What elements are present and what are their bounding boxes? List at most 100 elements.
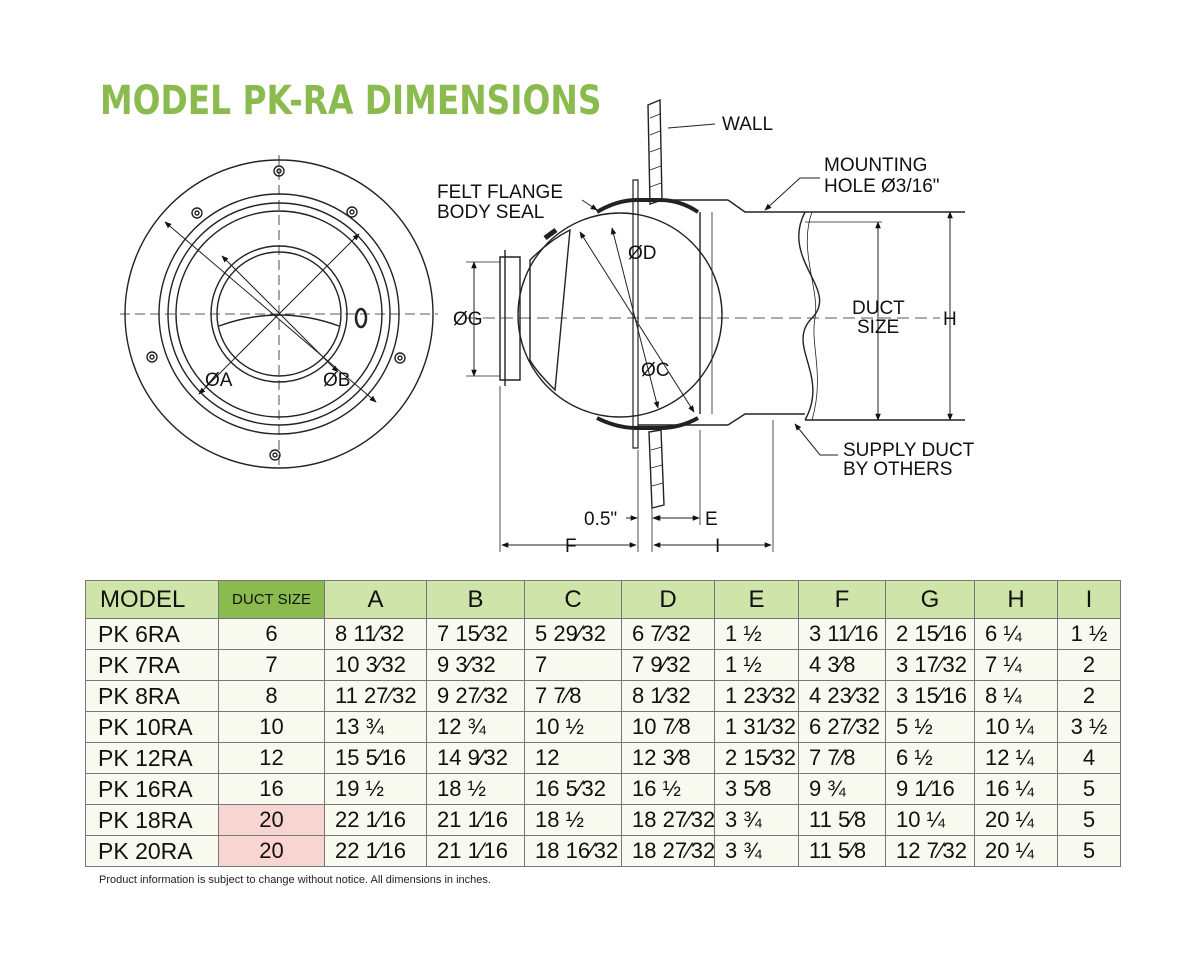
supply-duct-label-2: BY OTHERS — [843, 459, 952, 480]
duct-size-cell: 6 — [218, 618, 325, 650]
dimension-cell: 11 5⁄8 — [798, 835, 886, 867]
wall-label: WALL — [722, 114, 773, 135]
table-row: PK 20RA 20 22 1⁄16 21 1⁄16 18 16⁄32 18 27⁄32 3… — [85, 835, 1121, 867]
dimension-cell: 1 ½ — [714, 618, 799, 650]
front-view — [120, 155, 438, 470]
dimension-cell: 14 9⁄32 — [426, 742, 525, 774]
table-row: PK 10RA 10 13 ¾ 12 ¾ 10 ½ 10 7⁄8 1 31⁄32 6 27⁄3… — [85, 711, 1121, 743]
dimension-cell: 9 ¾ — [798, 773, 886, 805]
column-header-duct-size: DUCT SIZE — [218, 580, 325, 619]
dimension-cell: 3 5⁄8 — [714, 773, 799, 805]
dimension-cell: 18 27⁄32 — [621, 835, 715, 867]
felt-flange-label-2: BODY SEAL — [437, 202, 544, 223]
dimension-cell: 12 — [524, 742, 622, 774]
table-row: PK 8RA 8 11 27⁄32 9 27⁄32 7 7⁄8 8 1⁄32 1 23⁄32… — [85, 680, 1121, 712]
dimension-cell: 10 3⁄32 — [324, 649, 427, 681]
felt-flange-label-1: FELT FLANGE — [437, 182, 563, 203]
dimension-cell: 6 7⁄32 — [621, 618, 715, 650]
column-header-f: F — [798, 580, 886, 619]
model-cell: PK 6RA — [85, 618, 219, 650]
dimension-cell: 4 — [1057, 742, 1121, 774]
dimension-cell: 11 27⁄32 — [324, 680, 427, 712]
duct-size-cell: 12 — [218, 742, 325, 774]
dimension-cell: 12 ¼ — [974, 742, 1058, 774]
column-header-a: A — [324, 580, 427, 619]
dimension-cell: 7 15⁄32 — [426, 618, 525, 650]
dimension-cell: 3 ¾ — [714, 804, 799, 836]
column-header-b: B — [426, 580, 525, 619]
side-view — [465, 98, 965, 552]
mounting-hole-label-2: HOLE Ø3/16" — [824, 176, 940, 197]
dimension-cell: 2 — [1057, 680, 1121, 712]
dim-b-label: ØB — [323, 370, 350, 391]
model-cell: PK 18RA — [85, 804, 219, 836]
dimension-cell: 15 5⁄16 — [324, 742, 427, 774]
dimension-cell: 9 1⁄16 — [885, 773, 975, 805]
dim-e-label: E — [705, 509, 718, 530]
dimension-cell: 2 15⁄32 — [714, 742, 799, 774]
dimension-cell: 1 ½ — [1057, 618, 1121, 650]
dimension-cell: 16 ¼ — [974, 773, 1058, 805]
dim-f-label: F — [565, 536, 577, 557]
column-header-e: E — [714, 580, 799, 619]
table-row: PK 12RA 12 15 5⁄16 14 9⁄32 12 12 3⁄8 2 15⁄32 7 … — [85, 742, 1121, 774]
dimension-cell: 13 ¾ — [324, 711, 427, 743]
dim-a-label: ØA — [205, 370, 233, 391]
dimension-cell: 1 31⁄32 — [714, 711, 799, 743]
dim-d-label: ØD — [628, 243, 657, 264]
dimension-cell: 21 1⁄16 — [426, 804, 525, 836]
dimension-cell: 10 ¼ — [974, 711, 1058, 743]
column-header-d: D — [621, 580, 715, 619]
dimension-cell: 12 ¾ — [426, 711, 525, 743]
dimension-cell: 12 7⁄32 — [885, 835, 975, 867]
column-header-i: I — [1057, 580, 1121, 619]
duct-size-label-1: DUCT — [852, 298, 905, 319]
column-header-h: H — [974, 580, 1058, 619]
model-cell: PK 10RA — [85, 711, 219, 743]
column-header-c: C — [524, 580, 622, 619]
dimension-drawing: ØA ØB — [120, 98, 975, 557]
dim-h-label: H — [943, 309, 957, 330]
page-title: MODEL PK-RA DIMENSIONS — [100, 78, 602, 124]
dimension-cell: 18 ½ — [426, 773, 525, 805]
duct-size-label-2: SIZE — [857, 317, 899, 338]
dimension-cell: 4 23⁄32 — [798, 680, 886, 712]
dim-g-label: ØG — [453, 309, 483, 330]
column-header-g: G — [885, 580, 975, 619]
dimension-cell: 1 ½ — [714, 649, 799, 681]
dimension-cell: 3 17⁄32 — [885, 649, 975, 681]
dimension-cell: 22 1⁄16 — [324, 835, 427, 867]
dim-i-label: I — [715, 536, 720, 557]
dimensions-table: MODEL DUCT SIZE A B C D E F G H I PK 6RA… — [85, 580, 1121, 867]
dimension-cell: 12 3⁄8 — [621, 742, 715, 774]
model-cell: PK 16RA — [85, 773, 219, 805]
dimension-cell: 21 1⁄16 — [426, 835, 525, 867]
dimension-cell: 2 — [1057, 649, 1121, 681]
dimension-cell: 3 11⁄16 — [798, 618, 886, 650]
dimension-cell: 20 ¼ — [974, 835, 1058, 867]
dimension-cell: 8 ¼ — [974, 680, 1058, 712]
table-header-row: MODEL DUCT SIZE A B C D E F G H I — [85, 580, 1121, 619]
dimension-cell: 7 7⁄8 — [798, 742, 886, 774]
duct-size-cell: 16 — [218, 773, 325, 805]
dimension-cell: 20 ¼ — [974, 804, 1058, 836]
duct-size-cell: 8 — [218, 680, 325, 712]
column-header-model: MODEL — [85, 580, 219, 619]
model-cell: PK 12RA — [85, 742, 219, 774]
table-row: PK 18RA 20 22 1⁄16 21 1⁄16 18 ½ 18 27⁄32 3 ¾ 11… — [85, 804, 1121, 836]
mounting-hole-label-1: MOUNTING — [824, 155, 927, 176]
dimension-cell: 1 23⁄32 — [714, 680, 799, 712]
duct-size-cell: 20 — [218, 804, 325, 836]
dimension-cell: 5 — [1057, 804, 1121, 836]
dimension-cell: 5 29⁄32 — [524, 618, 622, 650]
dimension-cell: 5 — [1057, 773, 1121, 805]
duct-size-cell: 20 — [218, 835, 325, 867]
dim-c-label: ØC — [641, 360, 670, 381]
dimension-cell: 3 ¾ — [714, 835, 799, 867]
dimension-cell: 5 — [1057, 835, 1121, 867]
dimension-cell: 10 ¼ — [885, 804, 975, 836]
dimension-cell: 6 ½ — [885, 742, 975, 774]
supply-duct-label-1: SUPPLY DUCT — [843, 440, 975, 461]
dimension-cell: 16 ½ — [621, 773, 715, 805]
